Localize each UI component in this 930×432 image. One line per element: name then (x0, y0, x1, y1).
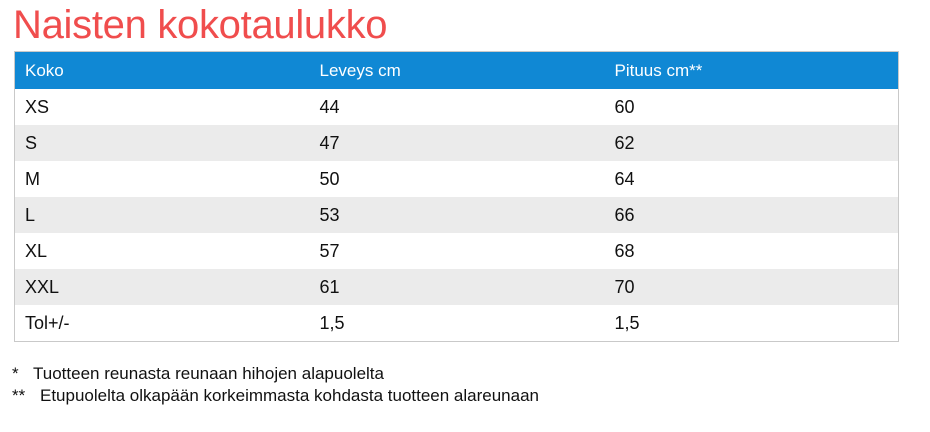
footnote-mark: * (12, 364, 19, 383)
cell-width: 53 (309, 197, 605, 233)
cell-width: 57 (309, 233, 605, 269)
footnote-text: Etupuolelta olkapään korkeimmasta kohdas… (40, 386, 540, 405)
cell-width: 47 (309, 125, 605, 161)
cell-length: 1,5 (604, 305, 899, 342)
size-table: Koko Leveys cm Pituus cm** XS 44 60 S 47… (14, 51, 899, 342)
table-row: XS 44 60 (14, 89, 899, 125)
cell-length: 64 (604, 161, 899, 197)
header-row: Koko Leveys cm Pituus cm** (14, 51, 899, 89)
cell-width: 61 (309, 269, 605, 305)
cell-size: XL (14, 233, 310, 269)
column-header-width: Leveys cm (309, 51, 605, 89)
cell-size: Tol+/- (14, 305, 310, 342)
footnote: * Tuotteen reunasta reunaan hihojen alapu… (12, 363, 539, 385)
cell-size: XXL (14, 269, 310, 305)
cell-width: 50 (309, 161, 605, 197)
table-header: Koko Leveys cm Pituus cm** (14, 51, 899, 89)
cell-width: 1,5 (309, 305, 605, 342)
footnote-text: Tuotteen reunasta reunaan hihojen alapuo… (33, 364, 384, 383)
page-title: Naisten kokotaulukko (13, 3, 388, 47)
cell-size: M (14, 161, 310, 197)
table-row: L 53 66 (14, 197, 899, 233)
footnote: ** Etupuolelta olkapään korkeimmasta kohd… (12, 385, 539, 407)
cell-length: 62 (604, 125, 899, 161)
cell-length: 70 (604, 269, 899, 305)
cell-length: 68 (604, 233, 899, 269)
table-body: XS 44 60 S 47 62 M 50 64 L 53 66 XL 57 6… (14, 89, 899, 342)
cell-size: S (14, 125, 310, 161)
cell-width: 44 (309, 89, 605, 125)
cell-length: 60 (604, 89, 899, 125)
cell-size: XS (14, 89, 310, 125)
table-row: Tol+/- 1,5 1,5 (14, 305, 899, 342)
table-row: S 47 62 (14, 125, 899, 161)
column-header-size: Koko (14, 51, 310, 89)
cell-length: 66 (604, 197, 899, 233)
cell-size: L (14, 197, 310, 233)
table-row: XXL 61 70 (14, 269, 899, 305)
column-header-length: Pituus cm** (604, 51, 899, 89)
footnote-mark: ** (12, 386, 26, 405)
table-row: XL 57 68 (14, 233, 899, 269)
table-row: M 50 64 (14, 161, 899, 197)
footnotes: * Tuotteen reunasta reunaan hihojen alapu… (12, 363, 539, 407)
